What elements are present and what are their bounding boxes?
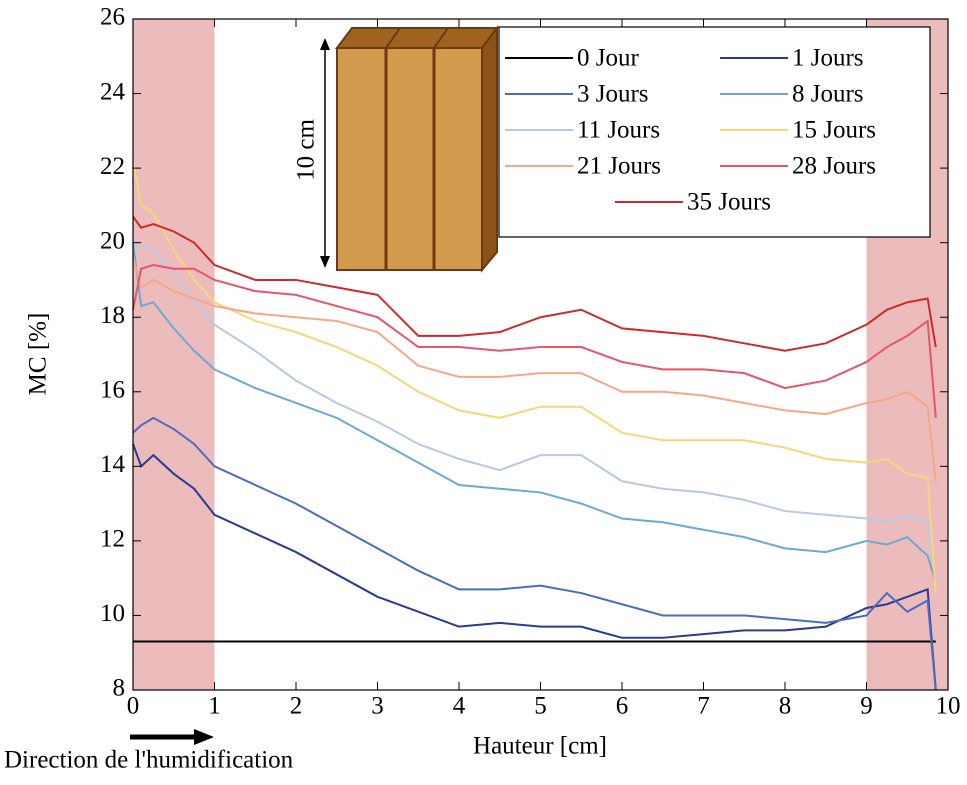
y-axis-label: MC [%] (25, 313, 52, 396)
series-line (132, 443, 937, 691)
y-tick-label: 8 (113, 675, 126, 702)
y-tick-label: 16 (100, 377, 125, 404)
x-tick-label: 8 (779, 693, 792, 720)
x-tick-label: 9 (860, 693, 873, 720)
inset-label: 10 cm (293, 119, 320, 181)
x-tick-label: 3 (371, 693, 384, 720)
legend-label: 28 Jours (792, 153, 876, 180)
annotation: Direction de l'humidification (4, 747, 294, 774)
direction-arrow (130, 729, 214, 745)
legend-label: 21 Jours (577, 153, 661, 180)
y-tick-label: 22 (100, 153, 125, 180)
series-line (132, 215, 937, 352)
lines (132, 160, 937, 691)
series-line (132, 264, 937, 418)
legend-label: 1 Jours (792, 45, 864, 72)
y-tick-label: 26 (100, 4, 125, 31)
legend-label: 35 Jours (687, 189, 771, 216)
legend-label: 11 Jours (577, 117, 660, 144)
series-line (132, 257, 937, 482)
inset-wood (320, 25, 499, 273)
y-tick-label: 18 (100, 302, 125, 329)
x-tick-label: 4 (453, 693, 466, 720)
x-tick-label: 5 (534, 693, 547, 720)
x-axis-label: Hauteur [cm] (473, 733, 607, 760)
shaded-region (133, 19, 215, 690)
x-tick-label: 7 (697, 693, 710, 720)
y-tick-label: 20 (100, 227, 125, 254)
x-tick-label: 2 (290, 693, 303, 720)
y-tick-label: 12 (100, 526, 125, 553)
x-tick-label: 1 (208, 693, 221, 720)
legend-label: 0 Jour (577, 45, 639, 72)
series-line (132, 160, 937, 594)
y-tick-label: 10 (100, 600, 125, 627)
x-tick-label: 10 (936, 693, 961, 720)
legend-box (498, 26, 931, 238)
x-tick-label: 0 (127, 693, 140, 720)
series-line (132, 416, 937, 691)
legend-label: 8 Jours (792, 81, 864, 108)
legend-label: 15 Jours (792, 117, 876, 144)
y-tick-label: 14 (100, 451, 126, 478)
series-line (132, 242, 937, 583)
y-tick-label: 24 (100, 78, 126, 105)
legend-label: 3 Jours (577, 81, 649, 108)
series-line (132, 241, 937, 583)
x-tick-label: 6 (616, 693, 629, 720)
